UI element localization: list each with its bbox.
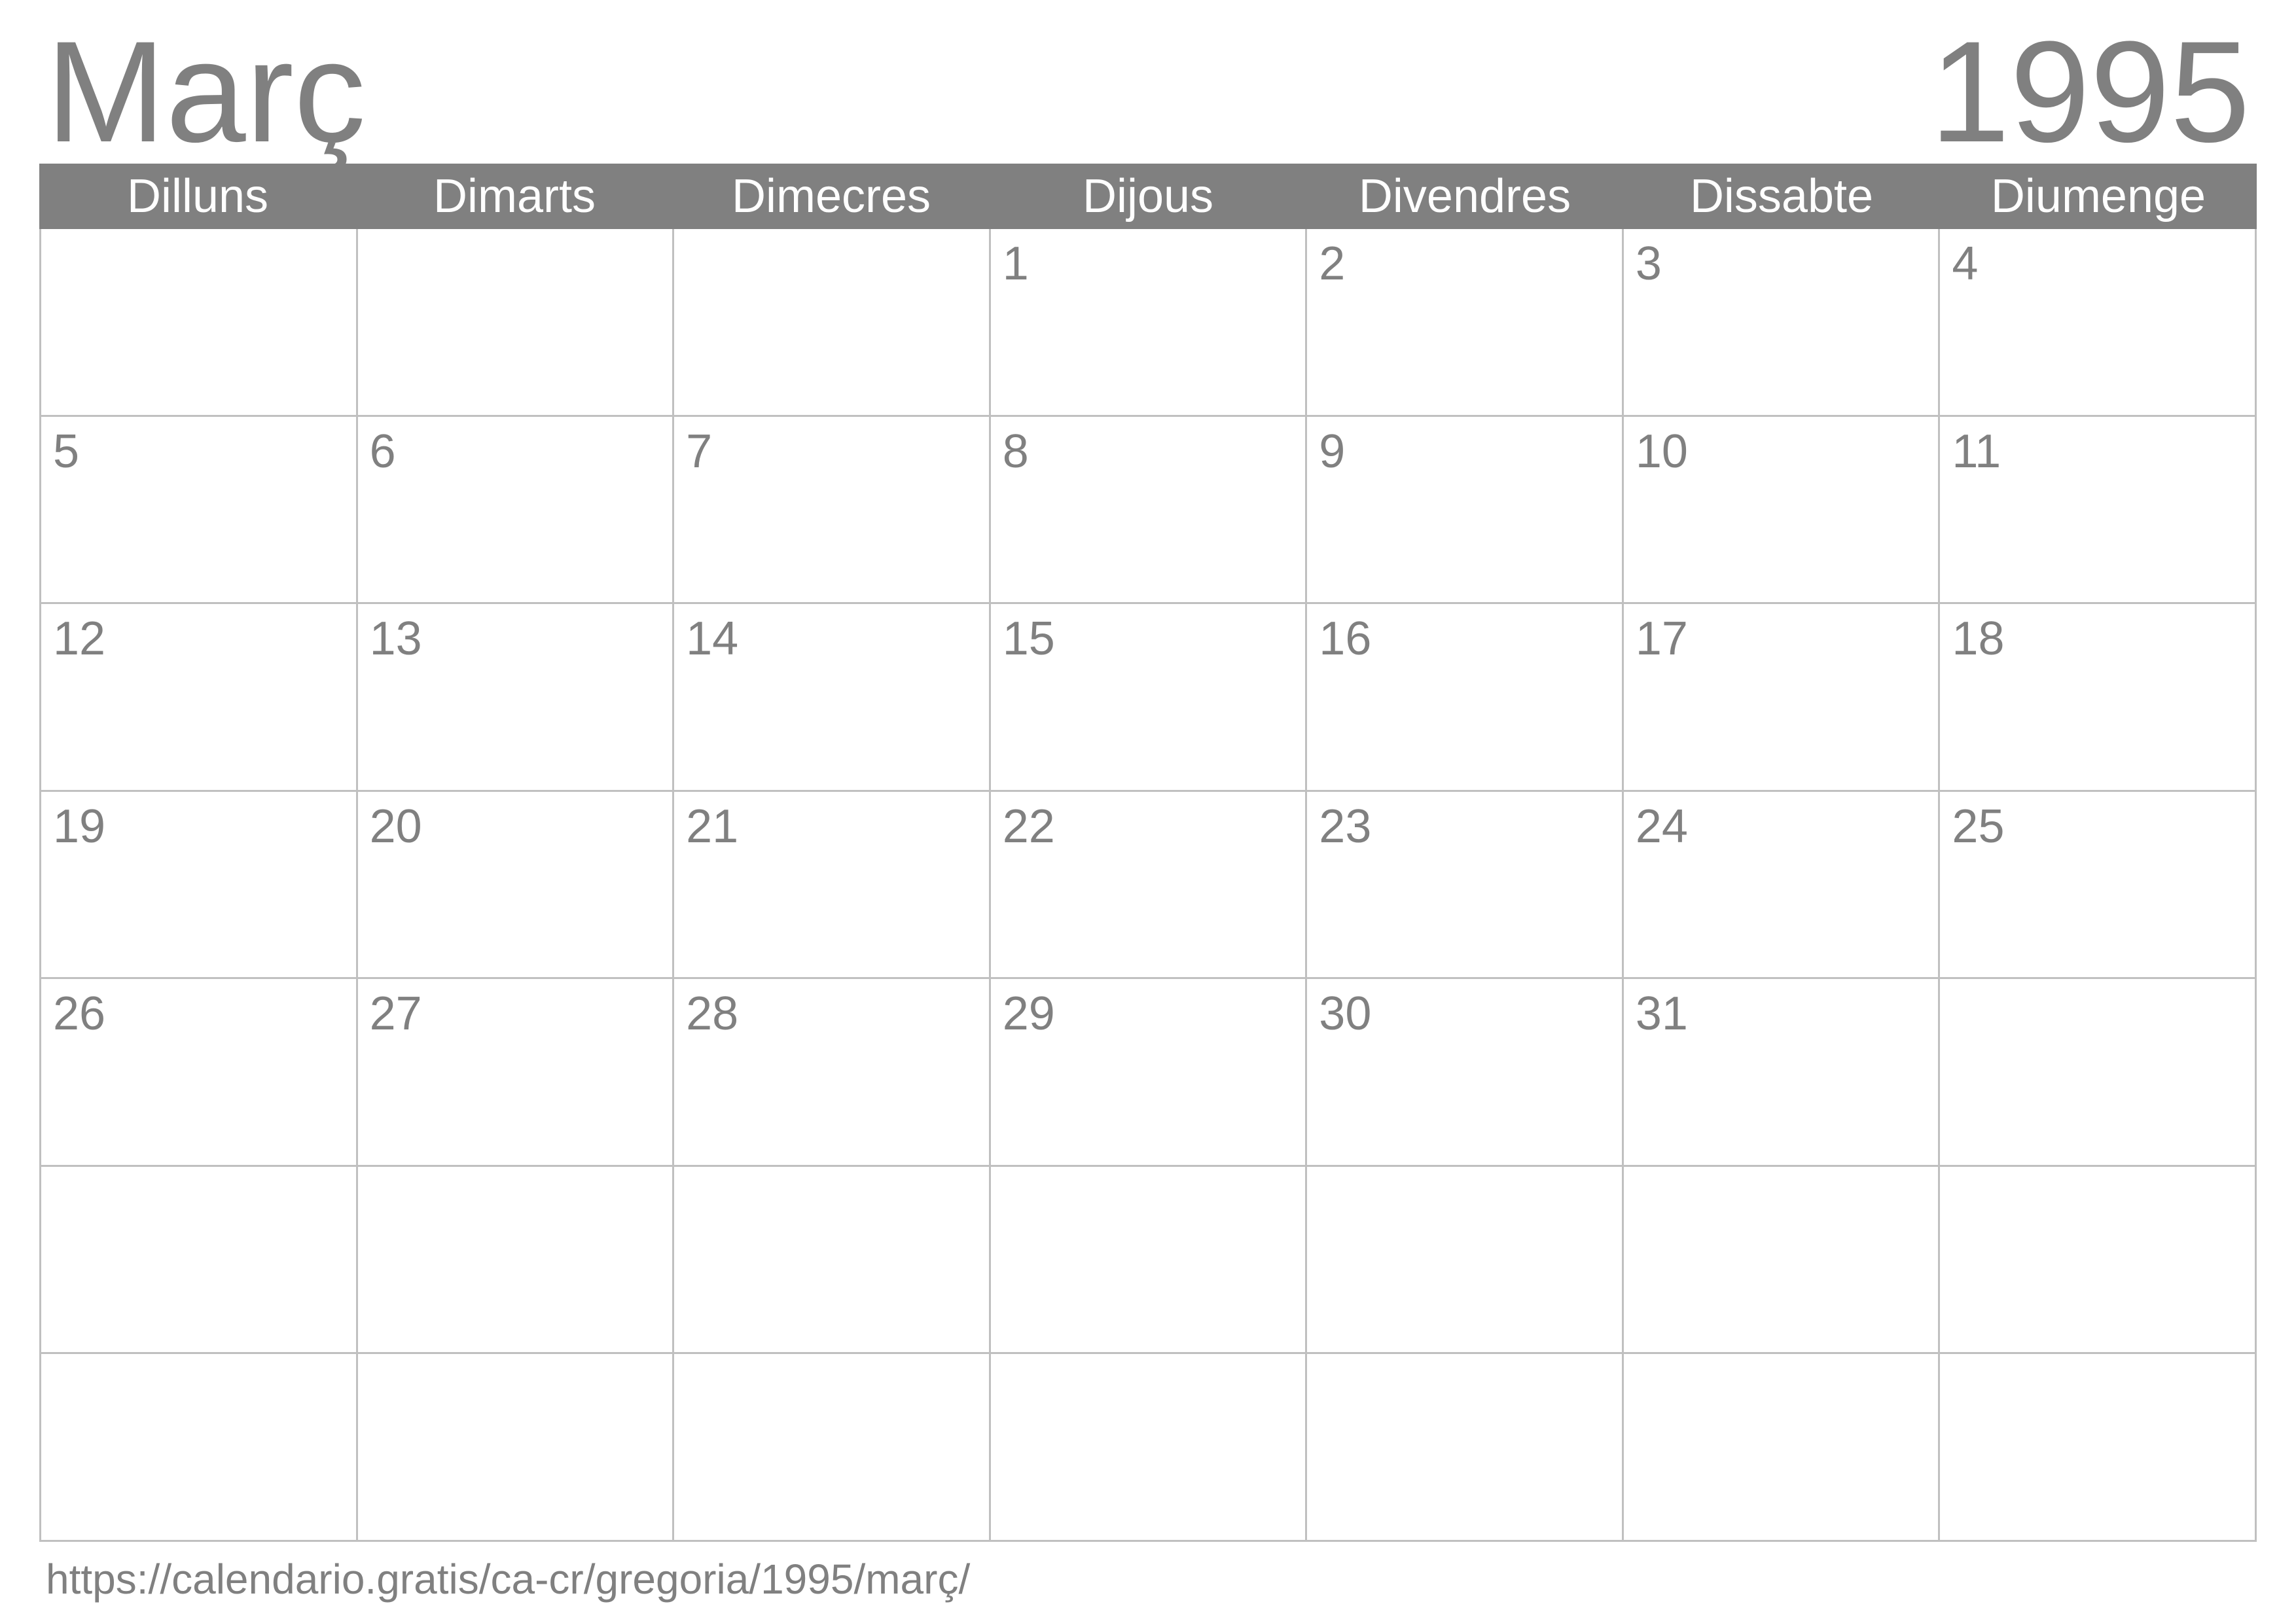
day-cell: 6 — [358, 417, 675, 605]
day-cell: 30 — [1307, 979, 1624, 1167]
day-cell — [991, 1354, 1308, 1542]
day-cell: 16 — [1307, 604, 1624, 792]
month-title: Març — [46, 20, 366, 164]
day-cell — [1624, 1354, 1941, 1542]
day-number: 20 — [370, 800, 422, 853]
day-number: 14 — [686, 613, 738, 665]
day-header-row: Dilluns Dimarts Dimecres Dijous Divendre… — [39, 164, 2257, 229]
day-cell: 23 — [1307, 792, 1624, 980]
day-cell — [41, 229, 358, 417]
day-cell: 2 — [1307, 229, 1624, 417]
day-number: 21 — [686, 800, 738, 853]
day-number: 12 — [53, 613, 105, 665]
day-cell: 13 — [358, 604, 675, 792]
day-number: 6 — [370, 425, 396, 478]
day-number: 28 — [686, 988, 738, 1040]
day-cell — [1307, 1354, 1624, 1542]
year-title: 1995 — [1930, 20, 2250, 164]
day-cell — [991, 1167, 1308, 1355]
day-cell: 7 — [674, 417, 991, 605]
day-number: 30 — [1319, 988, 1371, 1040]
day-number: 27 — [370, 988, 422, 1040]
day-cell: 31 — [1624, 979, 1941, 1167]
day-cell — [674, 1167, 991, 1355]
day-number: 8 — [1003, 425, 1029, 478]
day-cell: 27 — [358, 979, 675, 1167]
day-number: 29 — [1003, 988, 1055, 1040]
day-cell — [358, 1354, 675, 1542]
calendar-page: Març 1995 Dilluns Dimarts Dimecres Dijou… — [0, 0, 2296, 1623]
day-number: 2 — [1319, 238, 1345, 290]
day-header-thu: Dijous — [990, 169, 1306, 223]
day-cell: 18 — [1940, 604, 2257, 792]
day-cell: 20 — [358, 792, 675, 980]
day-cell: 1 — [991, 229, 1308, 417]
day-number: 5 — [53, 425, 79, 478]
day-number: 1 — [1003, 238, 1029, 290]
day-cell — [1940, 1354, 2257, 1542]
day-cell — [1624, 1167, 1941, 1355]
day-number: 7 — [686, 425, 712, 478]
day-cell — [41, 1167, 358, 1355]
day-cell: 15 — [991, 604, 1308, 792]
day-cell: 3 — [1624, 229, 1941, 417]
day-cell: 25 — [1940, 792, 2257, 980]
day-cell: 9 — [1307, 417, 1624, 605]
day-cell — [358, 229, 675, 417]
day-number: 23 — [1319, 800, 1371, 853]
day-cell: 8 — [991, 417, 1308, 605]
day-number: 17 — [1636, 613, 1688, 665]
day-number: 24 — [1636, 800, 1688, 853]
day-cell — [1940, 1167, 2257, 1355]
day-header-fri: Divendres — [1306, 169, 1623, 223]
day-number: 13 — [370, 613, 422, 665]
day-cell — [674, 1354, 991, 1542]
day-number: 19 — [53, 800, 105, 853]
day-cell: 19 — [41, 792, 358, 980]
day-cell — [674, 229, 991, 417]
day-cell: 22 — [991, 792, 1308, 980]
day-number: 11 — [1952, 425, 2001, 478]
day-cell: 24 — [1624, 792, 1941, 980]
day-number: 18 — [1952, 613, 2004, 665]
day-header-sat: Dissabte — [1623, 169, 1940, 223]
day-cell: 4 — [1940, 229, 2257, 417]
footer-url: https://calendario.gratis/ca-cr/gregoria… — [39, 1542, 2257, 1603]
day-cell — [1307, 1167, 1624, 1355]
day-number: 25 — [1952, 800, 2004, 853]
day-number: 22 — [1003, 800, 1055, 853]
day-cell: 17 — [1624, 604, 1941, 792]
day-cell: 11 — [1940, 417, 2257, 605]
day-cell: 14 — [674, 604, 991, 792]
day-number: 26 — [53, 988, 105, 1040]
day-cell: 28 — [674, 979, 991, 1167]
day-cell: 12 — [41, 604, 358, 792]
day-header-wed: Dimecres — [673, 169, 990, 223]
day-header-tue: Dimarts — [356, 169, 673, 223]
day-cell: 29 — [991, 979, 1308, 1167]
day-header-mon: Dilluns — [39, 169, 356, 223]
day-number: 15 — [1003, 613, 1055, 665]
calendar-header: Març 1995 — [39, 20, 2257, 164]
day-cell — [1940, 979, 2257, 1167]
day-number: 16 — [1319, 613, 1371, 665]
day-header-sun: Diumenge — [1940, 169, 2257, 223]
day-cell: 21 — [674, 792, 991, 980]
day-cell: 5 — [41, 417, 358, 605]
day-number: 3 — [1636, 238, 1662, 290]
day-number: 31 — [1636, 988, 1688, 1040]
day-number: 4 — [1952, 238, 1978, 290]
day-number: 10 — [1636, 425, 1688, 478]
calendar-grid: 1 2 3 4 5 6 7 8 9 10 11 12 13 14 15 16 1… — [39, 229, 2257, 1542]
day-cell: 10 — [1624, 417, 1941, 605]
day-cell — [41, 1354, 358, 1542]
day-cell — [358, 1167, 675, 1355]
day-cell: 26 — [41, 979, 358, 1167]
day-number: 9 — [1319, 425, 1345, 478]
